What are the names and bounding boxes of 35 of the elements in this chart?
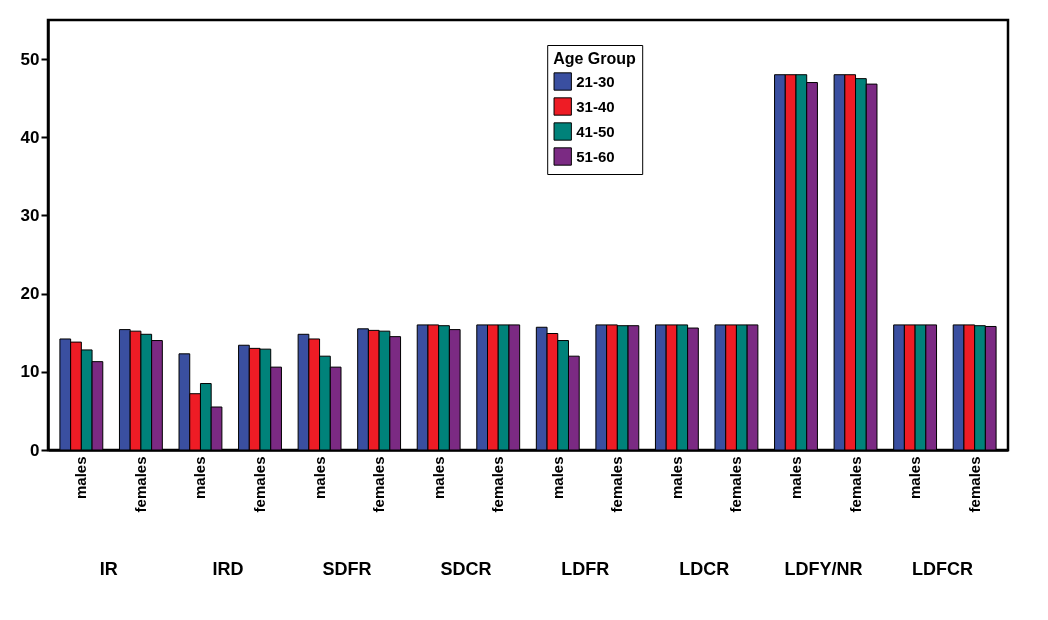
legend-title: Age Group: [553, 50, 637, 67]
text: LDFR: [561, 559, 610, 579]
x-tick-label: males: [191, 456, 209, 500]
x-tick-label: females: [965, 456, 983, 513]
text: LDFCR: [912, 559, 974, 579]
x-tick-label: females: [608, 456, 626, 513]
y-tick-label: 50: [20, 49, 40, 69]
y-tick-label: 40: [20, 127, 40, 147]
y-tick-label: 30: [20, 205, 40, 225]
legend-label: 41-50: [576, 122, 615, 140]
x-tick-label: females: [370, 456, 388, 513]
x-tick-label: males: [786, 456, 804, 500]
x-tick-label: females: [727, 456, 745, 513]
text: IR: [99, 559, 118, 579]
legend-label: 31-40: [576, 97, 615, 115]
y-tick-label: 10: [20, 362, 40, 382]
legend-label: 21-30: [576, 72, 615, 90]
x-tick-label: males: [429, 456, 447, 500]
text: SDCR: [440, 559, 492, 579]
x-tick-label: males: [72, 456, 90, 500]
x-tick-label: females: [251, 456, 269, 513]
x-tick-label: males: [906, 456, 924, 500]
y-tick-label: 0: [30, 440, 40, 460]
x-tick-label: females: [846, 456, 864, 513]
x-tick-label: males: [667, 456, 685, 500]
text: SDFR: [322, 559, 372, 579]
text: LDFY/NR: [784, 559, 863, 579]
text: IRD: [212, 559, 244, 579]
x-tick-label: males: [310, 456, 328, 500]
text: LDCR: [679, 559, 730, 579]
y-tick-label: 20: [20, 284, 40, 304]
x-tick-label: females: [489, 456, 507, 513]
x-tick-label: females: [131, 456, 149, 513]
x-tick-label: males: [548, 456, 566, 500]
legend-label: 51-60: [576, 147, 615, 165]
